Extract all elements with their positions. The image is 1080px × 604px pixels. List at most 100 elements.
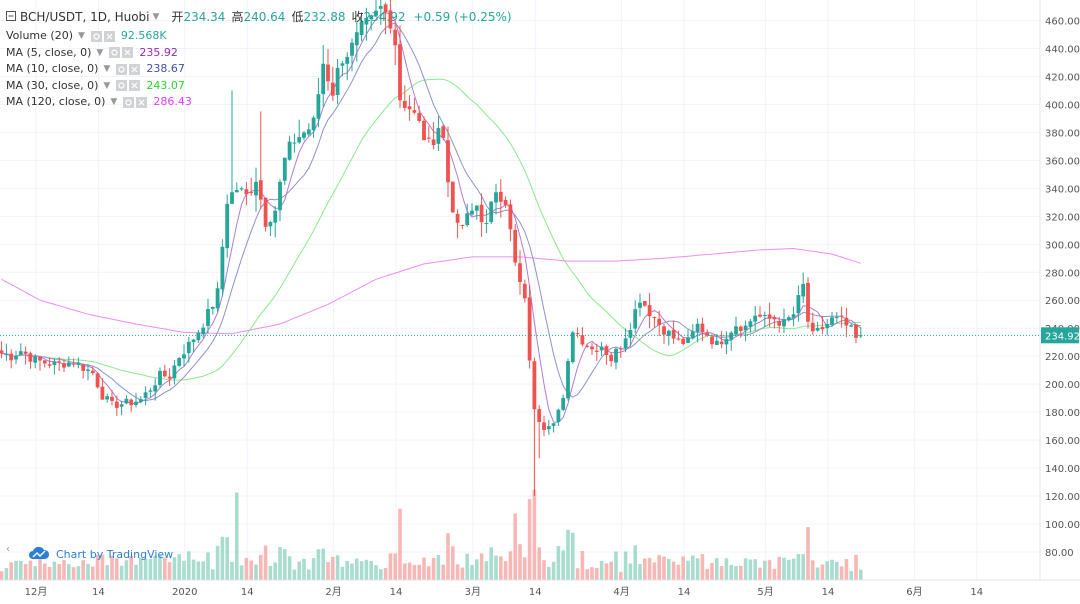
candle-body bbox=[378, 6, 383, 9]
chevron-down-icon[interactable]: ▼ bbox=[78, 31, 85, 41]
volume-bar bbox=[91, 566, 95, 580]
volume-bar bbox=[259, 554, 263, 580]
chevron-down-icon[interactable]: ▼ bbox=[103, 64, 111, 74]
candle-body bbox=[326, 64, 330, 82]
volume-bar bbox=[383, 568, 388, 580]
chevron-down-icon[interactable]: ▼ bbox=[96, 47, 104, 58]
candle-body bbox=[599, 346, 604, 351]
volume-bar bbox=[172, 557, 177, 580]
indicator-label[interactable]: Volume (20) bbox=[6, 29, 73, 42]
volume-bar bbox=[23, 564, 28, 580]
indicator-row[interactable]: MA (10, close, 0) ▼ 238.67 bbox=[6, 61, 512, 78]
candle-body bbox=[90, 370, 95, 374]
indicator-label[interactable]: MA (10, close, 0) bbox=[6, 62, 99, 75]
volume-bar bbox=[187, 551, 191, 580]
close-icon[interactable] bbox=[129, 63, 141, 75]
candle-body bbox=[230, 192, 234, 204]
candle bbox=[282, 157, 287, 185]
indicator-row[interactable]: MA (120, close, 0) ▼ 286.43 bbox=[6, 94, 512, 111]
chevron-down-icon[interactable]: ▼ bbox=[110, 97, 118, 107]
volume-bar bbox=[220, 536, 225, 580]
candle-body bbox=[426, 137, 431, 139]
high-label: 高 bbox=[231, 10, 244, 24]
time-axis[interactable]: 12月 14 2020 14 2月 14 3月 14 4月 14 5月 14 6月 14 bbox=[0, 579, 1080, 598]
y-tick-label: 100.00 bbox=[1045, 520, 1080, 531]
candle-body bbox=[508, 204, 513, 230]
candle-body bbox=[95, 373, 100, 388]
close-icon[interactable] bbox=[136, 96, 148, 108]
x-tick-label: 2020 bbox=[172, 587, 197, 598]
close-icon[interactable] bbox=[103, 30, 115, 42]
tradingview-logo[interactable]: Chart by TradingView bbox=[28, 546, 173, 563]
candle-body bbox=[86, 369, 90, 372]
candle-body bbox=[489, 201, 494, 223]
candle-body bbox=[681, 338, 686, 345]
candle-body bbox=[791, 314, 796, 318]
minus-square-icon[interactable] bbox=[6, 6, 16, 28]
candle-body bbox=[580, 335, 585, 345]
candle bbox=[345, 52, 350, 81]
close-icon[interactable] bbox=[129, 80, 141, 92]
indicator-row[interactable]: MA (5, close, 0) ▼ 235.92 bbox=[6, 45, 512, 62]
candle-body bbox=[561, 397, 566, 410]
volume-bar bbox=[427, 566, 431, 580]
indicator-label[interactable]: MA (5, close, 0) bbox=[6, 45, 92, 59]
candle-body bbox=[287, 141, 292, 160]
volume-bar bbox=[609, 561, 613, 580]
candle bbox=[671, 320, 676, 344]
candle-body bbox=[369, 15, 374, 20]
volume-bar bbox=[263, 545, 268, 580]
volume-bar bbox=[479, 553, 484, 580]
candle-body bbox=[590, 346, 594, 350]
volume-bar bbox=[95, 554, 100, 580]
candle-body bbox=[66, 362, 71, 367]
candle-body bbox=[316, 94, 321, 119]
candle-body bbox=[551, 423, 556, 426]
candle-body bbox=[38, 356, 42, 361]
symbol-title[interactable]: BCH/USDT, 1D, Huobi bbox=[20, 10, 150, 24]
gear-icon[interactable] bbox=[109, 47, 121, 59]
indicator-label[interactable]: MA (120, close, 0) bbox=[6, 95, 106, 108]
gear-icon[interactable] bbox=[90, 30, 102, 42]
volume-bar bbox=[772, 568, 777, 580]
ma10-line bbox=[1, 22, 861, 402]
candle-body bbox=[666, 330, 671, 336]
change-value: +0.59 (+0.25%) bbox=[413, 10, 512, 24]
candle bbox=[633, 300, 638, 334]
indicator-row[interactable]: MA (30, close, 0) ▼ 243.07 bbox=[6, 78, 512, 95]
candle-body bbox=[182, 354, 186, 359]
indicator-row[interactable]: Volume (20) ▼ 92.568K bbox=[6, 28, 512, 45]
y-tick-label: 360.00 bbox=[1045, 156, 1080, 167]
gear-icon[interactable] bbox=[116, 63, 128, 75]
volume-bar bbox=[412, 565, 417, 580]
volume-bar bbox=[551, 561, 556, 580]
candle-body bbox=[4, 354, 9, 356]
price-axis[interactable]: 80.00 100.00 120.00 140.00 160.00 180.00 200.0… bbox=[1039, 0, 1080, 580]
volume-bar bbox=[623, 551, 628, 580]
gear-icon[interactable] bbox=[116, 80, 128, 92]
gear-icon[interactable] bbox=[123, 96, 135, 108]
chevron-down-icon[interactable]: ▼ bbox=[152, 12, 160, 22]
close-icon[interactable] bbox=[122, 47, 134, 59]
indicator-label[interactable]: MA (30, close, 0) bbox=[6, 78, 99, 92]
volume-bar bbox=[657, 555, 661, 580]
candle bbox=[33, 354, 38, 369]
volume-bar bbox=[527, 499, 532, 580]
volume-bar bbox=[307, 569, 311, 580]
chevron-down-icon[interactable]: ▼ bbox=[103, 80, 111, 91]
candle-body bbox=[614, 348, 618, 363]
candles bbox=[0, 0, 863, 497]
candle bbox=[849, 323, 854, 327]
candle-body bbox=[244, 189, 249, 195]
candle bbox=[383, 2, 388, 35]
candle bbox=[110, 390, 114, 406]
candle bbox=[700, 317, 705, 342]
volume-bar bbox=[436, 554, 441, 580]
candle-body bbox=[148, 390, 153, 392]
candle bbox=[527, 284, 532, 369]
chevron-left-icon[interactable]: ‹ bbox=[6, 544, 10, 555]
candle-body bbox=[297, 137, 302, 143]
